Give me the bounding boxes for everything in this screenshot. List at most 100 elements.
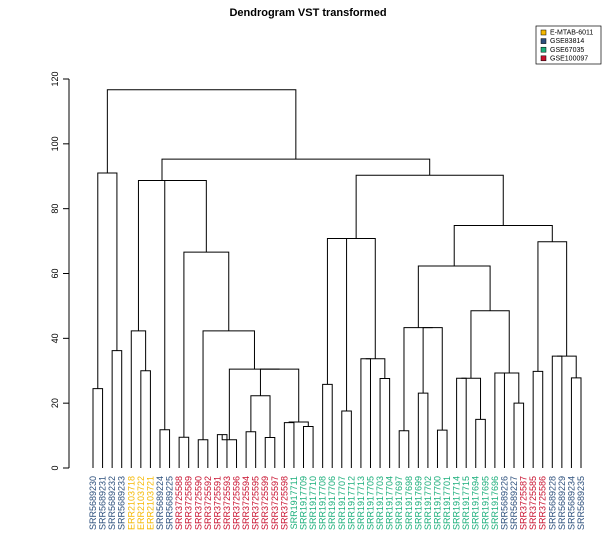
dendrogram-link [398,430,410,468]
leaf-label: SRR3725587 [519,476,529,530]
y-tick-label: 0 [50,465,60,470]
dendrogram-link [470,310,510,379]
leaf-label: SRR3725589 [184,476,194,530]
y-tick-label: 100 [50,136,60,151]
dendrogram-link [140,370,151,468]
dendrogram-link [178,436,190,468]
leaf-labels: SRR5689230 SRR5689231 SRR5689232 SRR5689233… [88,476,586,530]
leaf-label: SRR3725594 [241,476,251,530]
dendrogram-link [130,330,147,468]
leaf-label: SRR5689226 [499,476,509,530]
dendrogram-link [365,358,386,379]
dendrogram-link [379,378,391,468]
dendrogram-link [494,372,505,468]
y-tick-label: 40 [50,333,60,343]
dendrogram-link [264,437,276,468]
leaf-label: ERR2103722 [136,476,146,530]
leaf-label: SRR1917705 [365,476,375,530]
leaf-label: SRR1917701 [442,476,452,530]
leaf-label: SRR1917706 [327,476,337,530]
leaf-label: SRR5689235 [576,476,586,530]
leaf-label: SRR1917713 [356,476,366,530]
dendrogram-link [250,395,271,438]
leaf-label: SRR3725596 [232,476,242,530]
chart-title: Dendrogram VST transformed [229,7,386,19]
dendrogram-link [436,429,448,468]
dendrogram-link [417,265,491,328]
leaf-label: SRR5689228 [547,476,557,530]
legend-swatch [540,38,547,44]
leaf-label: SRR3725588 [174,476,184,530]
leaf-label: SRR1917698 [404,476,414,530]
dendrogram-link [403,327,433,431]
leaf-label: SRR5689229 [557,476,567,530]
leaf-label: ERR2103721 [145,476,155,530]
leaf-label: SRR3725586 [538,476,548,530]
leaf-label: SRR5689234 [566,476,576,530]
dendrogram-link [499,372,520,404]
dendrogram-link [161,158,431,181]
dendrogram-link [283,422,295,468]
legend-swatch [540,55,547,62]
leaf-label: SRR1917712 [346,476,356,530]
dendrogram-link [322,383,333,468]
leaf-label: SRR1917708 [318,476,328,530]
dendrogram-link [92,388,104,468]
dendrogram-link [159,429,171,468]
legend-swatch [540,46,547,53]
leaf-label: SRR1917703 [375,476,385,530]
y-axis: 0 20 40 60 80 100 120 [50,71,70,471]
leaf-label: SRR1917715 [461,476,471,530]
dendrogram-link [557,355,577,378]
dendrogram-link [106,89,297,174]
legend-box [535,25,602,65]
dendrogram-link [417,392,429,468]
legend-label: GSE83814 [550,38,584,45]
leaf-label: SRR5689230 [88,476,98,530]
leaf-label: SRR3725592 [203,476,213,530]
leaf-label: SRR1917707 [337,476,347,530]
leaf-label: SRR1917702 [423,476,433,530]
leaf-label: SRR5689231 [98,476,108,530]
dendrogram-link [341,410,352,468]
leaf-label: SRR1917704 [385,476,395,530]
leaf-label: SRR1917697 [394,476,404,530]
leaf-label: SRR1917711 [289,476,299,529]
leaf-label: SRR1917710 [308,476,318,530]
dendrogram-link [532,370,544,468]
leaf-label: SRR3725597 [270,476,280,530]
dendrogram-link [197,439,209,468]
leaf-label: SRR1917700 [432,476,442,530]
dendrogram-link [228,368,280,440]
leaf-label: SRR1917694 [471,476,481,530]
dendrogram-link [355,174,504,239]
dendrogram-link [164,179,207,430]
leaf-label: SRR1917714 [452,476,462,530]
dendrogram-link [111,350,123,468]
dendrogram-link [422,327,443,431]
leaf-label: SRR3725590 [193,476,203,530]
leaf-label: SRR1917709 [299,476,309,530]
y-tick-label: 60 [50,268,60,278]
dendrogram-link [183,251,230,438]
leaf-label: SRR5689232 [107,476,117,530]
dendrogram-link [551,355,563,468]
leaf-label: SRR3725599 [260,476,270,530]
leaf-label: SRR5689225 [165,476,175,530]
legend-label: GSE67035 [550,47,584,54]
dendrogram-link [245,431,257,468]
dendrogram-link [337,237,376,359]
dendrogram-link [461,377,482,420]
dendrogram-links [92,89,582,468]
leaf-label: SRR5689227 [509,476,519,530]
dendrogram-link [537,241,568,372]
leaf-label: SRR1917699 [413,476,423,530]
y-tick-label: 80 [50,204,60,214]
legend-label: GSE100097 [550,55,588,62]
dendrogram-link [456,377,467,468]
dendrogram-link [202,330,255,440]
legend-label: E-MTAB-6011 [550,30,593,37]
legend-swatch [540,29,547,36]
